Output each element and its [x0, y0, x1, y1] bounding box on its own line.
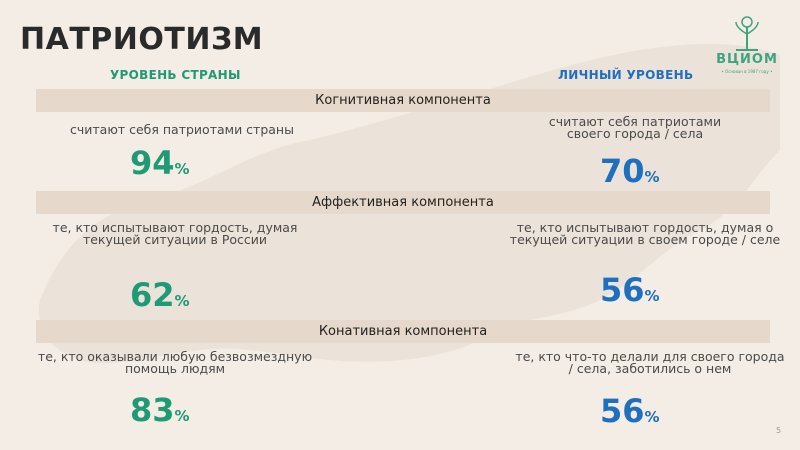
percent-sign: % — [644, 168, 660, 186]
percent-sign: % — [174, 292, 190, 310]
page-number: 5 — [776, 426, 782, 435]
right-value: 70% — [600, 154, 660, 194]
percent-sign: % — [644, 408, 660, 426]
left-statement: считают себя патриотами страны — [70, 122, 294, 137]
value-number: 56 — [600, 392, 645, 430]
left-value: 62% — [130, 278, 190, 318]
logo-tagline: • Основан в 1987 году • — [721, 69, 773, 74]
left-statement: те, кто испытывают гордость, думая текущ… — [52, 220, 298, 247]
vciom-logo: ВЦИОМ • Основан в 1987 году • — [712, 14, 782, 74]
left-value: 83% — [130, 393, 190, 433]
value-number: 70 — [600, 152, 645, 190]
value-number: 62 — [130, 276, 175, 314]
value-number: 56 — [600, 271, 645, 309]
left-column-header: УРОВЕНЬ СТРАНЫ — [110, 68, 241, 82]
logo-name: ВЦИОМ — [716, 52, 778, 67]
left-statement: те, кто оказывали любую безвозмездную по… — [37, 349, 313, 376]
right-value: 56% — [600, 394, 660, 434]
page-title: ПАТРИОТИЗМ — [20, 22, 264, 57]
section-band-affective: Аффективная компонента — [36, 191, 770, 214]
percent-sign: % — [174, 160, 190, 178]
percent-sign: % — [644, 287, 660, 305]
right-statement: те, кто испытывают гордость, думая о тек… — [509, 220, 781, 247]
left-value: 94% — [130, 146, 190, 186]
right-statement: считают себя патриотами своего города / … — [548, 114, 722, 141]
section-band-cognitive: Когнитивная компонента — [36, 89, 770, 112]
right-value: 56% — [600, 273, 660, 313]
right-statement: те, кто что-то делали для своего города … — [515, 349, 785, 376]
tree-icon — [735, 16, 759, 51]
value-number: 83 — [130, 391, 175, 429]
value-number: 94 — [130, 144, 175, 182]
right-column-header: ЛИЧНЫЙ УРОВЕНЬ — [558, 68, 694, 82]
section-band-conative: Конативная компонента — [36, 320, 770, 343]
percent-sign: % — [174, 407, 190, 425]
